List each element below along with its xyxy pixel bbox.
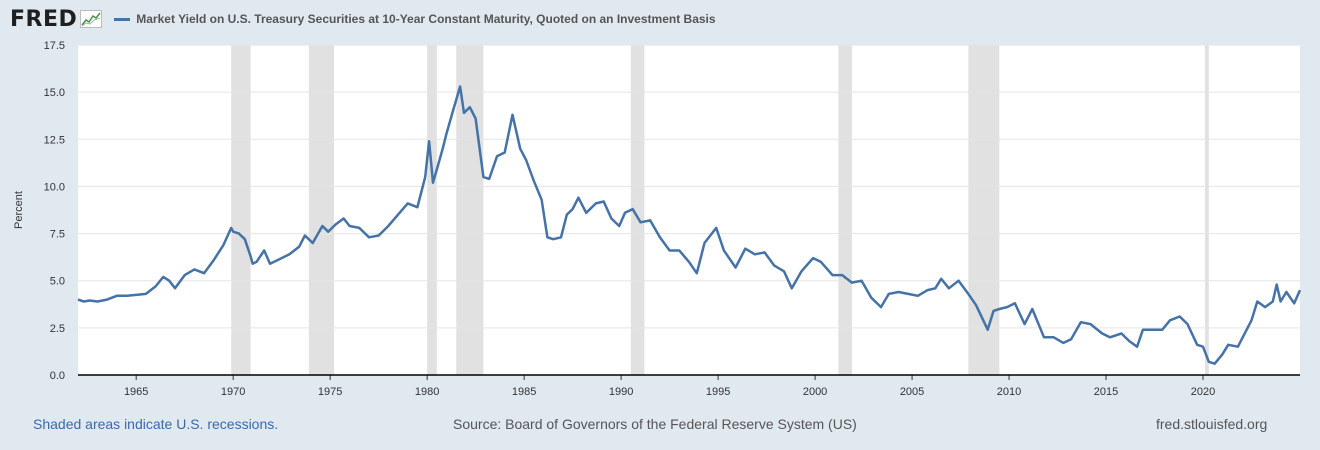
recession-band (231, 45, 251, 375)
y-tick-label: 15.0 (44, 87, 65, 99)
y-tick-label: 17.5 (44, 40, 65, 52)
legend: Market Yield on U.S. Treasury Securities… (114, 12, 716, 26)
x-tick-label: 2005 (900, 386, 924, 398)
plot-area (78, 45, 1300, 375)
recession-band (968, 45, 1000, 375)
recession-band (427, 45, 437, 375)
x-tick-label: 1980 (415, 386, 439, 398)
fred-logo[interactable]: FRED (10, 6, 103, 32)
series-line[interactable] (77, 85, 1302, 365)
line-chart: 0.0 2.5 5.0 7.5 10.0 12.5 15.0 17.5 1965 1970 197… (13, 40, 1302, 398)
series-group (77, 85, 1302, 365)
x-tick-label: 1995 (706, 386, 730, 398)
recession-note: Shaded areas indicate U.S. recessions. (33, 416, 279, 432)
x-tick-label: 1970 (221, 386, 245, 398)
grid-lines (78, 44, 1300, 329)
x-tick-label: 2000 (803, 386, 827, 398)
y-tick-label: 12.5 (44, 134, 65, 146)
legend-swatch (114, 17, 131, 21)
recession-band (1204, 45, 1209, 375)
recession-band (838, 45, 852, 375)
fred-logo-text: FRED (10, 6, 78, 32)
x-tick-label: 2015 (1094, 386, 1118, 398)
y-tick-label: 10.0 (44, 181, 65, 193)
y-tick-label: 2.5 (50, 323, 65, 335)
y-tick-label: 5.0 (50, 276, 65, 288)
x-tick-labels: 1965 1970 1975 1980 1985 1990 1995 2000 2005 2010… (124, 375, 1215, 398)
y-tick-label: 7.5 (50, 229, 65, 241)
chart-header: FRED Market Yield on U.S. Treasury Secur… (10, 6, 716, 32)
y-axis-label: Percent (13, 191, 25, 229)
y-tick-label: 0.0 (50, 370, 65, 382)
y-tick-labels: 0.0 2.5 5.0 7.5 10.0 12.5 15.0 17.5 (44, 40, 65, 382)
recession-bands (231, 45, 1209, 375)
legend-series-title[interactable]: Market Yield on U.S. Treasury Securities… (136, 12, 716, 26)
x-tick-label: 2010 (997, 386, 1021, 398)
x-tick-label: 2020 (1191, 386, 1215, 398)
x-tick-label: 1985 (512, 386, 536, 398)
x-tick-label: 1975 (318, 386, 342, 398)
chart-line-icon (80, 10, 103, 28)
source-note: Source: Board of Governors of the Federa… (453, 416, 857, 432)
x-tick-label: 1965 (124, 386, 148, 398)
recession-band (456, 45, 484, 375)
fred-site-link[interactable]: fred.stlouisfed.org (1156, 416, 1268, 432)
recession-band (630, 45, 645, 375)
x-tick-label: 1990 (609, 386, 633, 398)
recession-band (308, 45, 335, 375)
